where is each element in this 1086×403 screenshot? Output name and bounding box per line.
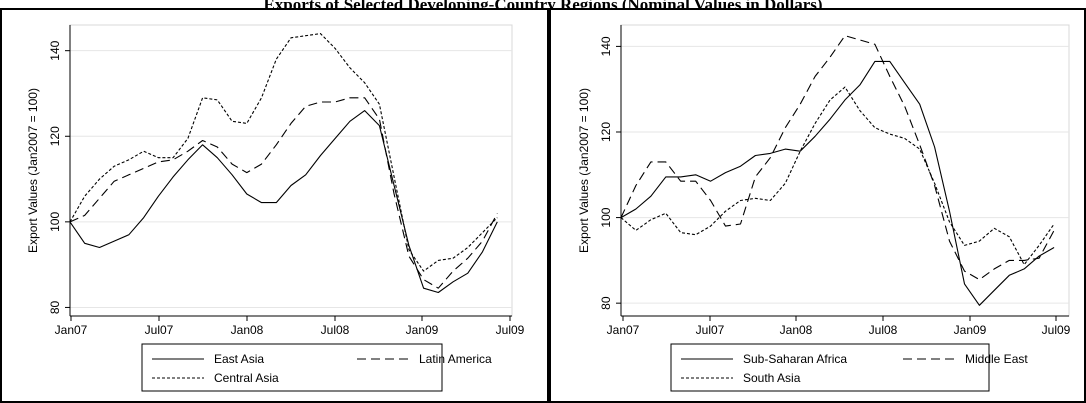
x-tick-label: Jul09 [1042,323,1071,337]
x-tick-label: Jan09 [406,323,439,337]
legend-box [141,343,443,392]
series-line-latin-america [69,97,498,289]
plot-area [69,24,513,317]
legend-label: Central Asia [214,371,279,385]
legend-label: Latin America [419,352,492,366]
y-axis-title: Export Values (Jan2007 = 100) [577,88,591,253]
left-chart-panel: 80 100 120 140 Export Values (Jan2007 = 100)… [0,8,549,403]
y-tick-label: 140 [48,40,62,60]
x-tick-label: Jul08 [869,323,898,337]
right-chart-panel: 80 100 120 140 Export Values (Jan2007 = 100)… [549,8,1086,403]
y-tick-label: 100 [48,212,62,232]
x-tick-label: Jan08 [231,323,264,337]
legend-label: Middle East [965,352,1028,366]
series-line-south-asia [620,86,1055,266]
x-tick-label: Jul08 [321,323,350,337]
y-tick-label: 120 [48,126,62,146]
y-tick-label: 80 [48,300,62,314]
left-line-chart: 80 100 120 140 Export Values (Jan2007 = 100)… [26,24,525,392]
y-tick-label: 140 [599,36,613,56]
series-line-sub-saharan-africa [620,60,1055,306]
series-line-central-asia [69,33,498,272]
x-tick-label: Jul07 [696,323,725,337]
series-line-east-asia [69,110,498,294]
y-tick-label: 80 [599,296,613,310]
x-tick-label: Jul07 [145,323,174,337]
y-axis-title: Export Values (Jan2007 = 100) [26,88,40,253]
legend-box [670,343,990,392]
x-tick-label: Jul09 [496,323,525,337]
y-tick-label: 100 [599,207,613,227]
legend-label: East Asia [214,352,264,366]
legend-label: Sub-Saharan Africa [743,352,847,366]
x-tick-label: Jan07 [55,323,88,337]
x-tick-label: Jan08 [780,323,813,337]
right-line-chart: 80 100 120 140 Export Values (Jan2007 = 100)… [577,24,1071,392]
x-tick-label: Jan09 [954,323,987,337]
x-tick-label: Jan07 [607,323,640,337]
series-line-middle-east [620,35,1055,281]
legend-label: South Asia [743,371,801,385]
y-tick-label: 120 [599,122,613,142]
plot-area [620,24,1070,317]
